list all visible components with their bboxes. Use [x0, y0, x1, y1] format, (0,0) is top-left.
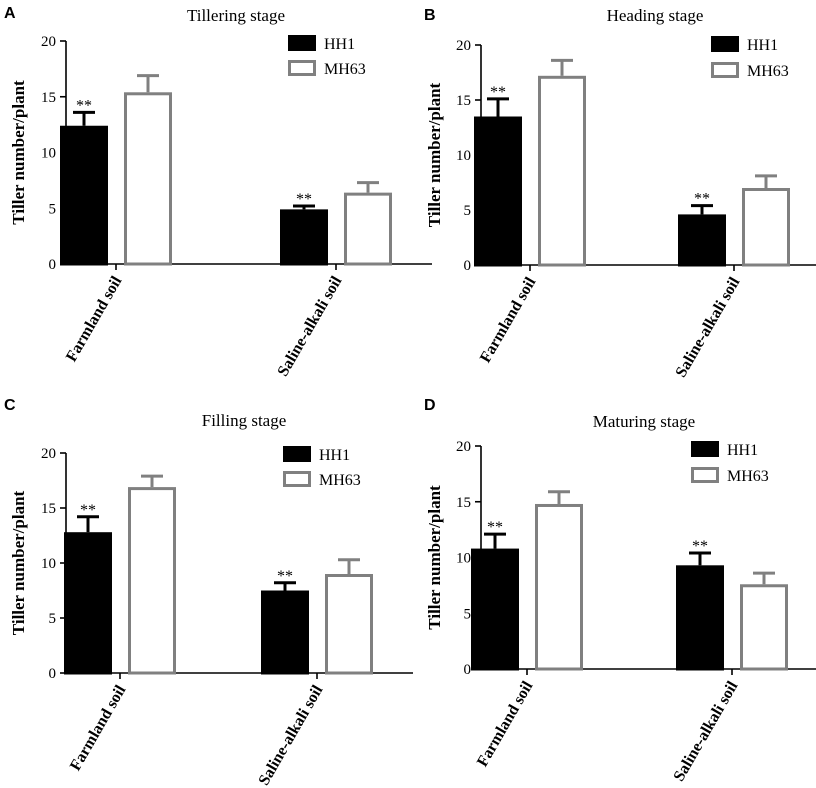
significance-marker: **: [692, 538, 708, 555]
legend-swatch-mh63: [288, 60, 316, 76]
y-axis-label: Tiller number/plant: [425, 485, 444, 630]
x-category-label: Saline-alkali soil: [673, 274, 744, 380]
legend-swatch-hh1: [711, 36, 739, 52]
y-axis-label: Tiller number/plant: [9, 80, 28, 225]
bar-mh63: [538, 75, 586, 267]
legend-label-hh1: HH1: [747, 37, 778, 54]
bar-mh63: [325, 574, 373, 675]
bar-mh63: [742, 188, 790, 267]
bar-hh1: [678, 214, 726, 267]
significance-marker: **: [80, 502, 96, 519]
significance-marker: **: [277, 568, 293, 585]
legend-swatch-hh1: [288, 35, 316, 51]
x-category-label: Farmland soil: [67, 682, 130, 774]
x-category-label: Saline-alkali soil: [671, 678, 742, 784]
y-tick-label: 5: [49, 611, 57, 627]
panel-letter: D: [424, 397, 436, 414]
y-tick-label: 20: [456, 38, 471, 54]
chart-title: Filling stage: [202, 411, 287, 430]
bar-mh63: [740, 584, 788, 671]
chart-panel-c: C Filling stage 0 5 10 15 20 Tiller number/plan…: [4, 397, 413, 788]
bar-hh1: [64, 532, 112, 675]
legend-label-mh63: MH63: [727, 468, 769, 485]
y-tick-label: 10: [456, 551, 471, 567]
x-category-label: Farmland soil: [474, 678, 537, 770]
bar-mh63: [128, 487, 176, 675]
y-tick-label: 0: [464, 258, 472, 274]
bar-hh1: [676, 565, 724, 671]
legend-label-hh1: HH1: [727, 442, 758, 459]
bar-mh63: [344, 192, 392, 266]
x-category-label: Saline-alkali soil: [256, 682, 327, 788]
bar-mh63: [535, 503, 583, 671]
legend-label-hh1: HH1: [324, 36, 355, 53]
legend-label-hh1: HH1: [319, 447, 350, 464]
x-category-label: Farmland soil: [63, 273, 126, 365]
legend-label-mh63: MH63: [319, 472, 361, 489]
y-tick-label: 5: [464, 606, 472, 622]
y-tick-label: 0: [464, 662, 472, 678]
bar-hh1: [471, 548, 519, 671]
y-tick-label: 15: [41, 501, 56, 517]
y-tick-label: 20: [41, 34, 56, 50]
legend-swatch-hh1: [283, 446, 311, 462]
legend-label-mh63: MH63: [747, 63, 789, 80]
bar-hh1: [474, 116, 522, 267]
x-category-label: Farmland soil: [477, 274, 540, 366]
significance-marker: **: [490, 84, 506, 101]
legend-swatch-mh63: [283, 471, 311, 487]
legend-label-mh63: MH63: [324, 61, 366, 78]
y-tick-label: 0: [49, 666, 57, 682]
y-tick-label: 15: [41, 90, 56, 106]
y-tick-label: 0: [49, 257, 57, 273]
significance-marker: **: [487, 519, 503, 536]
chart-panel-a: A Tillering stage 0 5 10 15 20 Tiller number/pl…: [4, 5, 432, 379]
y-tick-label: 10: [41, 556, 56, 572]
panel-letter: B: [424, 7, 436, 24]
chart-title: Maturing stage: [593, 412, 695, 431]
chart-panel-d: D Maturing stage 0 5 10 15 20 Tiller number/pla…: [424, 397, 816, 784]
bar-hh1: [261, 590, 309, 675]
chart-title: Heading stage: [607, 6, 704, 25]
panel-letter: C: [4, 397, 16, 414]
y-axis-label: Tiller number/plant: [9, 490, 28, 635]
y-tick-label: 20: [456, 439, 471, 455]
y-tick-label: 10: [456, 148, 471, 164]
y-tick-label: 20: [41, 446, 56, 462]
legend-swatch-mh63: [691, 467, 719, 483]
bar-hh1: [60, 125, 108, 266]
y-tick-label: 15: [456, 93, 471, 109]
bar-hh1: [280, 209, 328, 266]
chart-panel-b: B Heading stage 0 5 10 15 20 Tiller number/plan…: [424, 6, 816, 380]
legend-swatch-mh63: [711, 62, 739, 78]
y-tick-label: 5: [49, 201, 57, 217]
significance-marker: **: [694, 191, 710, 208]
significance-marker: **: [296, 191, 312, 208]
y-tick-label: 15: [456, 495, 471, 511]
x-category-label: Saline-alkali soil: [275, 273, 346, 379]
panel-letter: A: [4, 5, 16, 22]
legend-swatch-hh1: [691, 441, 719, 457]
y-tick-label: 10: [41, 146, 56, 162]
y-tick-label: 5: [464, 203, 472, 219]
y-axis-label: Tiller number/plant: [425, 82, 444, 227]
bar-mh63: [124, 92, 172, 266]
significance-marker: **: [76, 97, 92, 114]
chart-title: Tillering stage: [187, 6, 285, 25]
